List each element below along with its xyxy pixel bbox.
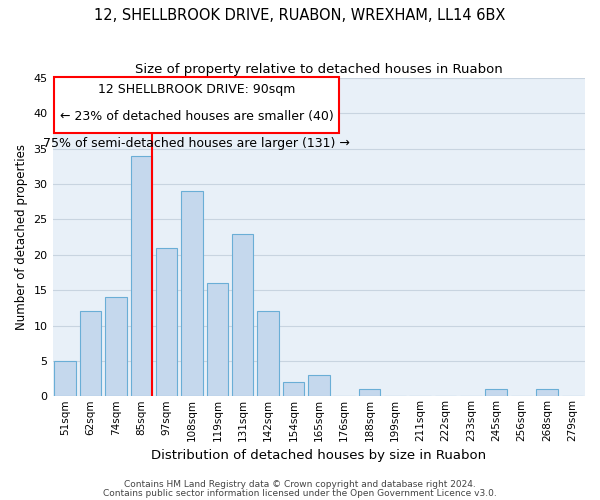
Bar [181, 191, 203, 396]
Text: 12 SHELLBROOK DRIVE: 90sqm: 12 SHELLBROOK DRIVE: 90sqm [98, 83, 295, 96]
Text: 12, SHELLBROOK DRIVE, RUABON, WREXHAM, LL14 6BX: 12, SHELLBROOK DRIVE, RUABON, WREXHAM, L… [94, 8, 506, 22]
Text: ← 23% of detached houses are smaller (40): ← 23% of detached houses are smaller (40… [60, 110, 334, 123]
Bar [105, 298, 127, 396]
Text: 75% of semi-detached houses are larger (131) →: 75% of semi-detached houses are larger (… [43, 137, 350, 150]
Bar [359, 389, 380, 396]
Bar [308, 375, 329, 396]
Bar [485, 389, 507, 396]
Bar [156, 248, 178, 396]
Y-axis label: Number of detached properties: Number of detached properties [15, 144, 28, 330]
Text: Contains HM Land Registry data © Crown copyright and database right 2024.: Contains HM Land Registry data © Crown c… [124, 480, 476, 489]
Bar [131, 156, 152, 396]
Bar [55, 361, 76, 396]
X-axis label: Distribution of detached houses by size in Ruabon: Distribution of detached houses by size … [151, 450, 487, 462]
Title: Size of property relative to detached houses in Ruabon: Size of property relative to detached ho… [135, 62, 503, 76]
Bar [257, 312, 279, 396]
Bar [80, 312, 101, 396]
Bar [283, 382, 304, 396]
Bar [536, 389, 558, 396]
FancyBboxPatch shape [55, 76, 339, 133]
Bar [206, 283, 228, 397]
Text: Contains public sector information licensed under the Open Government Licence v3: Contains public sector information licen… [103, 488, 497, 498]
Bar [232, 234, 253, 396]
